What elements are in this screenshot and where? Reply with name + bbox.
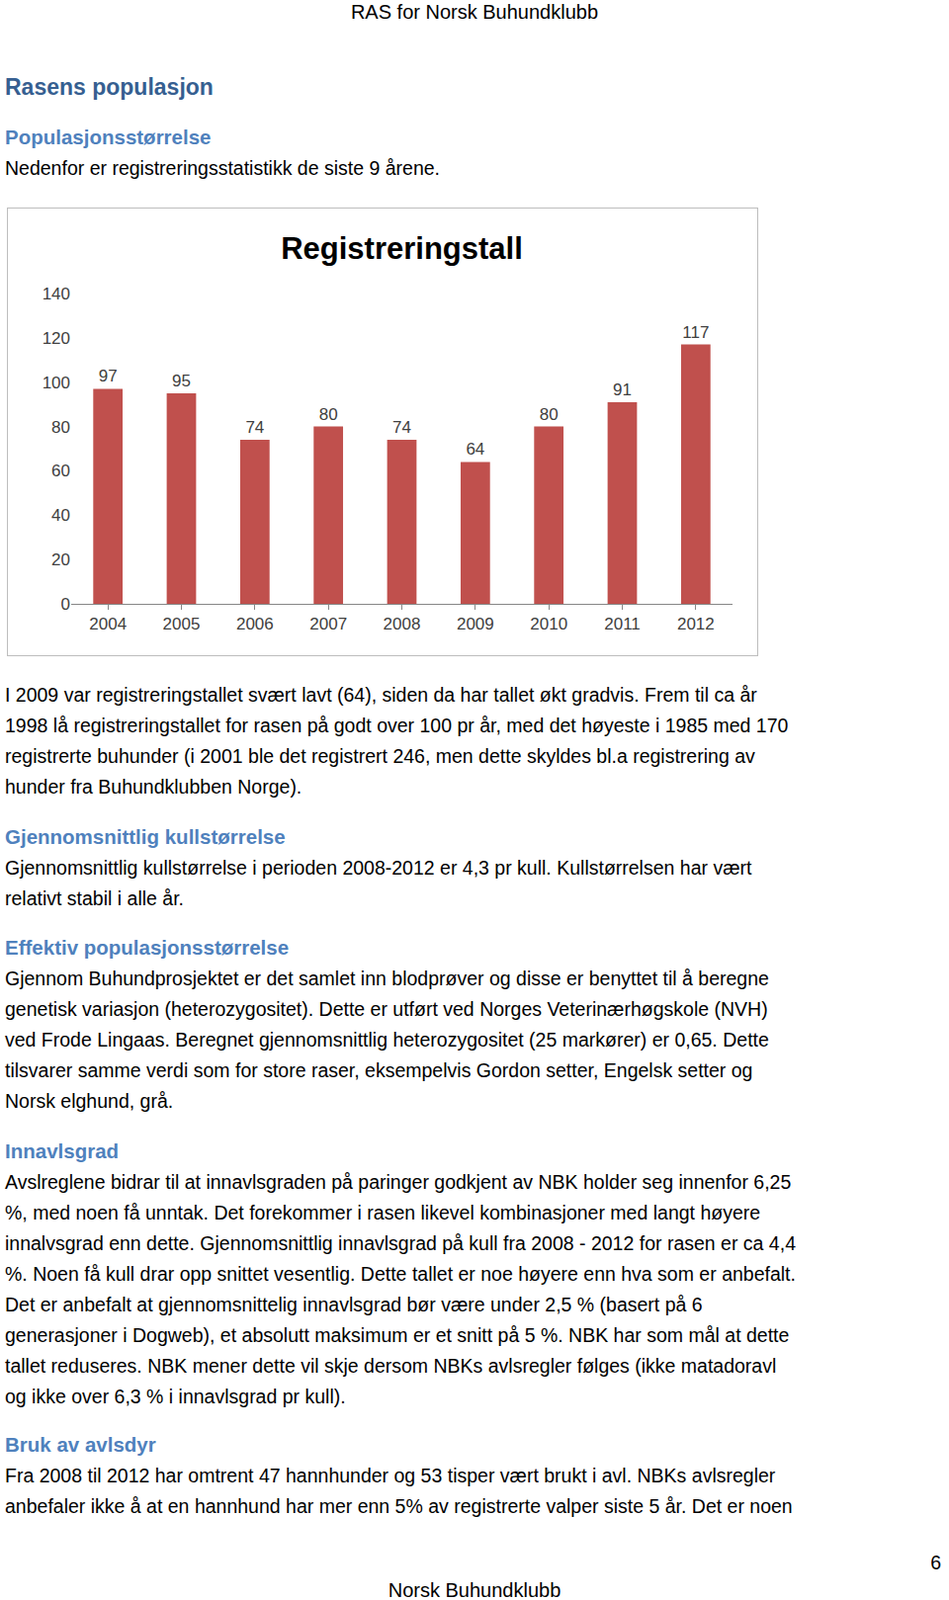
html-text:Effektiv populasjonsstørrelse: Effektiv populasjonsstørrelse <box>4 936 289 959</box>
svg-text:80: 80 <box>51 418 71 437</box>
svg-text:64: 64 <box>465 439 485 459</box>
svg-text:2010: 2010 <box>529 614 568 634</box>
html-text:genetisk variasjon (heterozygo: genetisk variasjon (heterozygositet). De… <box>4 997 768 1020</box>
svg-text:2005: 2005 <box>163 614 201 634</box>
html-text:Gjennom Buhundprosjektet er de: Gjennom Buhundprosjektet er det samlet i… <box>4 967 769 990</box>
html-text:RAS for Norsk Buhundklubb: RAS for Norsk Buhundklubb <box>350 0 599 23</box>
html-text:hunder fra Buhundklubben Norge: hunder fra Buhundklubben Norge). <box>4 775 302 798</box>
html-text:Avslreglene bidrar til at inna: Avslreglene bidrar til at innavlsgraden … <box>4 1170 792 1193</box>
html-text:Det er anbefalt at gjennomsnit: Det er anbefalt at gjennomsnittelig inna… <box>4 1293 703 1316</box>
svg-text:97: 97 <box>98 366 118 386</box>
html-text:generasjoner i Dogweb), et abs: generasjoner i Dogweb), et absolutt maks… <box>4 1324 790 1346</box>
html-text:6: 6 <box>930 1551 942 1574</box>
svg-text:140: 140 <box>42 284 71 304</box>
html-text:%, med noen få unntak. Det for: %, med noen få unntak. Det forekommer i … <box>4 1201 761 1224</box>
html-text:Nedenfor er registreringsstati: Nedenfor er registreringsstatistikk de s… <box>4 156 440 179</box>
svg-text:0: 0 <box>61 595 71 614</box>
html-text:anbefaler ikke å at en hannhun: anbefaler ikke å at en hannhund har mer … <box>4 1495 793 1517</box>
html-text:Norsk elghund, grå.: Norsk elghund, grå. <box>4 1089 174 1112</box>
svg-text:91: 91 <box>612 380 632 400</box>
html-text:ved Frode Lingaas. Beregnet gj: ved Frode Lingaas. Beregnet gjennomsnitt… <box>4 1028 769 1051</box>
svg-text:95: 95 <box>172 371 191 391</box>
html-text:tilsvarer samme verdi som for: tilsvarer samme verdi som for store rase… <box>4 1059 753 1081</box>
html-text:Rasens populasjon: Rasens populasjon <box>4 74 214 100</box>
svg-text:2007: 2007 <box>309 614 347 634</box>
svg-text:80: 80 <box>539 405 559 425</box>
svg-text:40: 40 <box>51 506 71 525</box>
html-text:og ikke over 6,3 % i innavlsgr: og ikke over 6,3 % i innavlsgrad pr kull… <box>4 1385 346 1408</box>
html-text:Gjennomsnittlig kullstørrelse: Gjennomsnittlig kullstørrelse <box>4 825 286 849</box>
html-text:Populasjonsstørrelse: Populasjonsstørrelse <box>4 125 212 149</box>
html-text:Innavlsgrad: Innavlsgrad <box>4 1139 119 1163</box>
svg-text:2006: 2006 <box>236 614 274 634</box>
svg-text:Registreringstall: Registreringstall <box>280 231 523 266</box>
svg-text:80: 80 <box>319 405 339 425</box>
html-text:I 2009 var registreringstallet: I 2009 var registreringstallet svært lav… <box>4 683 758 706</box>
svg-text:120: 120 <box>42 329 71 348</box>
html-text:%. Noen få kull drar opp snitt: %. Noen få kull drar opp snittet vesentl… <box>4 1262 796 1285</box>
html-text:Gjennomsnittlig kullstørrelse: Gjennomsnittlig kullstørrelse i perioden… <box>4 856 752 879</box>
html-text:registrerte buhunder (i 2001 b: registrerte buhunder (i 2001 ble det reg… <box>4 744 756 767</box>
html-text:Fra 2008 til 2012 har omtrent: Fra 2008 til 2012 har omtrent 47 hannhun… <box>4 1464 776 1487</box>
svg-text:2011: 2011 <box>603 614 641 634</box>
html-text:Bruk av avlsdyr: Bruk av avlsdyr <box>4 1433 156 1457</box>
svg-text:100: 100 <box>42 373 71 393</box>
html-text:tallet reduseres. NBK mener de: tallet reduseres. NBK mener dette vil sk… <box>4 1354 777 1377</box>
svg-text:2004: 2004 <box>88 614 127 634</box>
svg-text:2009: 2009 <box>456 614 495 634</box>
svg-text:20: 20 <box>51 550 71 570</box>
svg-text:2008: 2008 <box>383 614 422 634</box>
svg-text:74: 74 <box>245 418 264 437</box>
html-text:innalvsgrad enn dette. Gjennom: innalvsgrad enn dette. Gjennomsnittlig i… <box>4 1232 796 1254</box>
svg-text:74: 74 <box>392 418 412 437</box>
svg-text:117: 117 <box>682 323 709 343</box>
html-text:relativt stabil i alle år.: relativt stabil i alle år. <box>4 887 184 909</box>
html-text:1998 lå registreringstallet fo: 1998 lå registreringstallet for rasen på… <box>4 714 789 736</box>
svg-text:60: 60 <box>51 461 71 481</box>
svg-text:2012: 2012 <box>677 614 715 634</box>
